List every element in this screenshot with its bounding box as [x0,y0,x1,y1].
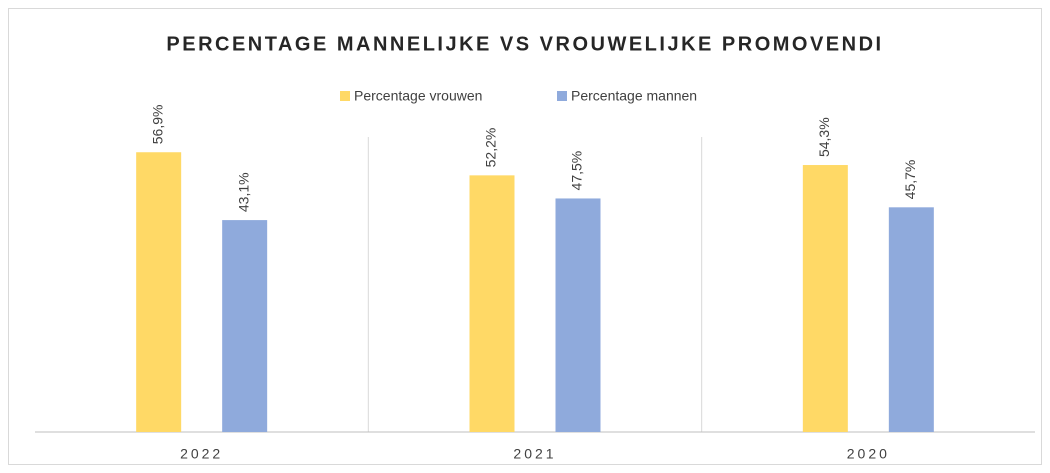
bar [222,220,268,432]
x-tick-label: 2021 [513,446,556,462]
data-label: 54,3% [816,117,832,157]
chart-title: PERCENTAGE MANNELIJKE VS VROUWELIJKE PRO… [166,33,883,55]
data-label: 43,1% [235,172,251,212]
bar [136,152,182,432]
data-label: 56,9% [149,105,165,145]
data-label: 47,5% [569,151,585,191]
data-label: 45,7% [902,160,918,200]
legend-swatch [557,91,567,101]
bar [888,207,934,432]
legend-label: Percentage vrouwen [354,88,482,104]
bar [469,175,515,432]
bar [555,198,601,432]
legend-label: Percentage mannen [571,88,697,104]
bar [802,165,848,432]
x-tick-label: 2022 [180,446,223,462]
data-label: 52,2% [483,128,499,168]
x-tick-label: 2020 [847,446,890,462]
legend-swatch [340,91,350,101]
